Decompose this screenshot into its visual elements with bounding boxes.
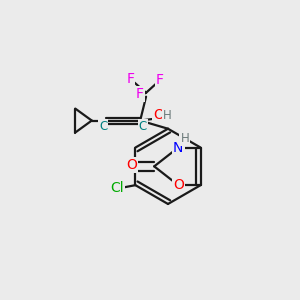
Text: O: O — [173, 178, 184, 192]
Text: H: H — [180, 132, 189, 145]
Text: F: F — [156, 73, 164, 87]
Text: C: C — [139, 120, 147, 133]
Text: F: F — [136, 87, 143, 101]
Text: O: O — [153, 108, 164, 122]
Text: Cl: Cl — [111, 182, 124, 195]
Text: C: C — [99, 120, 107, 133]
Text: H: H — [163, 109, 172, 122]
Text: N: N — [173, 140, 183, 154]
Text: F: F — [126, 72, 134, 86]
Text: O: O — [126, 158, 137, 172]
